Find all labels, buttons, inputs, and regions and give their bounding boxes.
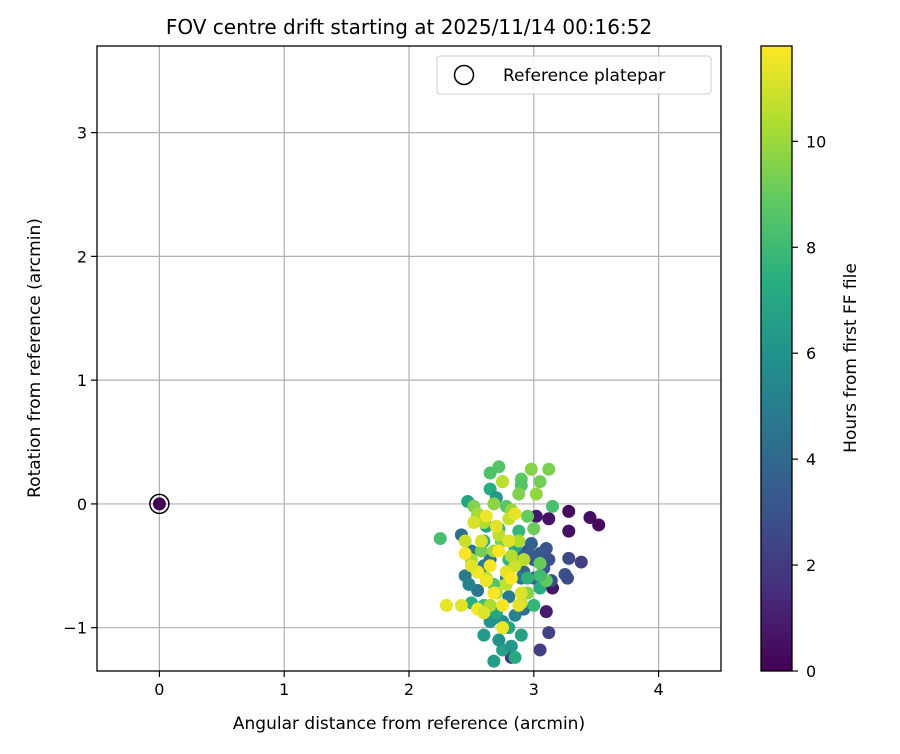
y-axis-ticks: −1 0 1 2 3 (63, 124, 97, 638)
colorbar-label: Hours from first FF file (841, 263, 861, 453)
data-point (533, 556, 547, 570)
data-point (512, 534, 526, 548)
colorbar-tick-label: 10 (806, 132, 826, 151)
x-axis-ticks: 0 1 2 3 4 (154, 671, 664, 699)
data-point (496, 598, 510, 612)
y-tick-label: −1 (63, 619, 87, 638)
data-point (479, 509, 493, 523)
data-point (508, 507, 522, 521)
data-point (512, 598, 526, 612)
data-point (514, 628, 528, 642)
data-point (533, 643, 547, 657)
data-point (487, 586, 501, 600)
data-points (149, 460, 606, 668)
data-point (492, 460, 506, 474)
data-point (592, 518, 606, 532)
colorbar-gradient (761, 46, 792, 671)
colorbar-tick-label: 8 (806, 238, 816, 257)
colorbar: 0 2 4 6 8 10 Hours from first FF file (760, 45, 861, 681)
y-tick-label: 1 (77, 371, 87, 390)
data-point (512, 524, 526, 538)
data-point (458, 534, 472, 548)
data-point (458, 546, 472, 560)
y-axis-label: Rotation from reference (arcmin) (25, 218, 45, 498)
data-point (512, 487, 526, 501)
data-point (483, 559, 497, 573)
data-point (464, 559, 478, 573)
reference-point-dot (152, 497, 166, 511)
reference-point-marker (149, 493, 170, 515)
data-point (487, 497, 501, 511)
data-point (524, 462, 538, 476)
data-point (492, 633, 506, 647)
data-point (542, 626, 556, 640)
data-point (474, 534, 488, 548)
data-point (433, 532, 447, 546)
legend: Reference platepar (436, 55, 712, 95)
data-point (462, 577, 476, 591)
x-tick-label: 0 (154, 680, 164, 699)
data-point (562, 551, 576, 565)
legend-label: Reference platepar (503, 66, 665, 86)
y-tick-label: 3 (77, 124, 87, 143)
colorbar-tick-label: 4 (806, 450, 816, 469)
legend-box (436, 55, 712, 95)
data-point (474, 544, 488, 558)
data-point (533, 569, 547, 583)
data-point (583, 511, 597, 525)
x-tick-label: 3 (529, 680, 539, 699)
data-point (529, 487, 543, 501)
x-tick-label: 2 (404, 680, 414, 699)
colorbar-frame (760, 45, 793, 672)
y-tick-label: 0 (77, 495, 87, 514)
data-point (496, 475, 510, 489)
data-point (502, 534, 516, 548)
data-point (479, 574, 493, 588)
data-point (492, 544, 506, 558)
data-point (504, 549, 518, 563)
grid-lines (97, 46, 721, 671)
chart-title: FOV centre drift starting at 2025/11/14 … (166, 15, 652, 39)
data-point (487, 654, 501, 668)
data-point (514, 586, 528, 600)
data-point (527, 598, 541, 612)
data-point (574, 555, 588, 569)
data-point (477, 606, 491, 620)
data-point (489, 519, 503, 533)
data-point (542, 462, 556, 476)
colorbar-tick-label: 0 (806, 662, 816, 681)
data-point (539, 605, 553, 619)
data-point (562, 504, 576, 518)
data-point (546, 499, 560, 513)
data-point (467, 515, 481, 529)
data-point (527, 522, 541, 536)
data-point (521, 509, 535, 523)
data-point (504, 571, 518, 585)
x-tick-label: 1 (279, 680, 289, 699)
data-point (533, 475, 547, 489)
data-point (477, 628, 491, 642)
colorbar-tick-label: 2 (806, 556, 816, 575)
colorbar-tick-label: 6 (806, 344, 816, 363)
data-point (560, 571, 574, 585)
data-point (542, 512, 556, 526)
x-axis-label: Angular distance from reference (arcmin) (233, 714, 585, 734)
y-tick-label: 2 (77, 247, 87, 266)
colorbar-ticks: 0 2 4 6 8 10 (792, 132, 826, 681)
data-point (524, 537, 538, 551)
data-point (439, 598, 453, 612)
data-point (562, 524, 576, 538)
legend-marker (453, 64, 475, 86)
x-tick-label: 4 (654, 680, 664, 699)
data-point (504, 639, 518, 653)
data-point (508, 650, 522, 664)
data-point (454, 598, 468, 612)
data-point (521, 571, 535, 585)
data-point (496, 621, 510, 635)
